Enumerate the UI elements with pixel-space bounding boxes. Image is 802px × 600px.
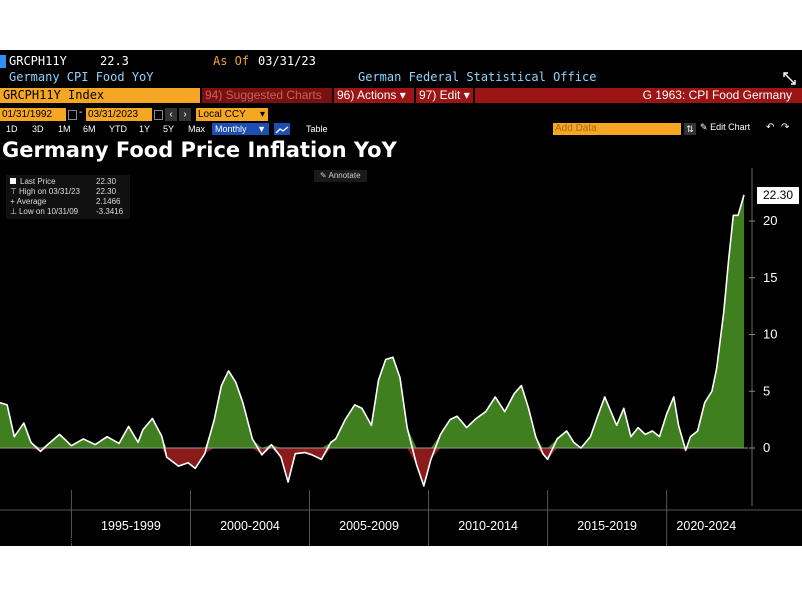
period-button-1m[interactable]: 1M bbox=[58, 124, 71, 134]
suggested-charts-button[interactable]: 94) Suggested Charts bbox=[202, 88, 332, 103]
legend-average-value: 2.1466 bbox=[96, 197, 121, 206]
actions-label: 96) Actions bbox=[337, 88, 397, 102]
x-axis-category-label: 2015-2019 bbox=[577, 519, 637, 533]
x-axis-category-label: 2020-2024 bbox=[676, 519, 736, 533]
ticker-symbol: GRCPH11Y bbox=[9, 54, 67, 68]
edit-chart-button[interactable]: ✎ Edit Chart bbox=[700, 122, 750, 133]
legend-average-label: Average bbox=[16, 197, 47, 206]
period-button-5y[interactable]: 5Y bbox=[163, 124, 175, 134]
legend-swatch bbox=[10, 178, 16, 184]
legend-last-price-value: 22.30 bbox=[96, 177, 117, 186]
frequency-select[interactable]: Monthly ▼ bbox=[212, 123, 269, 135]
currency-label: Local CCY bbox=[198, 109, 246, 120]
start-date-input[interactable]: 01/31/1992 bbox=[0, 108, 66, 121]
legend-high-value: 22.30 bbox=[96, 187, 117, 196]
currency-select[interactable]: Local CCY ▾ bbox=[196, 108, 268, 121]
x-axis-category-label: 2000-2004 bbox=[220, 519, 280, 533]
y-axis-tick-label: 10 bbox=[763, 327, 777, 342]
y-axis-tick-label: 20 bbox=[763, 213, 777, 228]
redo-icon[interactable]: ↷ bbox=[781, 122, 790, 133]
chevron-down-icon: ▾ bbox=[463, 88, 470, 102]
y-axis-tick-label: 0 bbox=[763, 440, 770, 455]
period-button-ytd[interactable]: YTD bbox=[109, 124, 127, 134]
y-axis-tick-label: 15 bbox=[763, 270, 777, 285]
edit-label: 97) Edit bbox=[419, 88, 461, 102]
legend-high-label: High on 03/31/23 bbox=[18, 187, 80, 196]
pencil-icon: ✎ bbox=[700, 122, 708, 132]
period-button-1y[interactable]: 1Y bbox=[139, 124, 151, 134]
calendar-icon[interactable] bbox=[154, 110, 163, 120]
actions-menu-button[interactable]: 96) Actions ▾ bbox=[334, 88, 414, 103]
security-field[interactable]: GRCPH11Y Index bbox=[0, 88, 200, 103]
negative-area-fill bbox=[0, 448, 745, 486]
date-separator: - bbox=[79, 107, 83, 118]
annotate-button[interactable]: ✎ Annotate bbox=[314, 170, 367, 182]
high-marker-icon: ⊤ bbox=[10, 187, 17, 196]
source-footnote: Source: Destatis, Bloomberg bbox=[3, 535, 127, 545]
as-of-date: 03/31/23 bbox=[258, 54, 316, 68]
x-axis-category-label: 2005-2009 bbox=[339, 519, 399, 533]
pencil-icon: ✎ bbox=[320, 171, 329, 180]
period-button-1d[interactable]: 1D bbox=[6, 124, 18, 134]
series-description: Germany CPI Food YoY bbox=[9, 70, 154, 84]
legend-low-value: -3.3416 bbox=[96, 207, 124, 216]
chart-id-title: G 1963: CPI Food Germany bbox=[475, 88, 802, 103]
frequency-label: Monthly bbox=[215, 124, 247, 134]
chevron-down-icon: ▾ bbox=[399, 88, 406, 102]
ticker-color-marker bbox=[0, 55, 6, 68]
average-marker-icon: + bbox=[10, 197, 15, 206]
x-axis-category-label: 1995-1999 bbox=[101, 519, 161, 533]
as-of-label: As Of bbox=[213, 54, 250, 68]
table-button[interactable]: Table bbox=[306, 124, 328, 134]
series-line bbox=[0, 194, 745, 487]
line-chart-icon[interactable] bbox=[274, 123, 290, 135]
chart-plot-area: 0 5 10 15 20 1995-1999 2000-2004 2005-2009 2010-… bbox=[0, 168, 802, 546]
last-value: 22.3 bbox=[100, 54, 129, 68]
edit-menu-button[interactable]: 97) Edit ▾ bbox=[416, 88, 473, 103]
source-organization: German Federal Statistical Office bbox=[358, 70, 597, 84]
chart-title: Germany Food Price Inflation YoY bbox=[2, 138, 397, 162]
end-date-input[interactable]: 03/31/2023 bbox=[86, 108, 152, 121]
add-data-input[interactable]: Add Data bbox=[553, 123, 681, 135]
low-marker-icon: ⊥ bbox=[10, 207, 17, 216]
period-button-max[interactable]: Max bbox=[188, 124, 206, 134]
positive-area-fill bbox=[0, 194, 745, 448]
annotate-label: Annotate bbox=[328, 171, 361, 180]
undo-icon[interactable]: ↶ bbox=[766, 122, 775, 133]
bloomberg-terminal-panel: GRCPH11Y 22.3 As Of 03/31/23 Germany CPI… bbox=[0, 50, 802, 546]
y-axis-tick-label: 5 bbox=[763, 383, 770, 398]
calendar-icon[interactable] bbox=[68, 110, 77, 120]
last-value-tag: 22.30 bbox=[757, 187, 799, 204]
chevron-down-icon: ▾ bbox=[259, 109, 265, 120]
next-period-button[interactable]: › bbox=[179, 108, 191, 121]
period-button-6m[interactable]: 6M bbox=[83, 124, 96, 134]
period-button-3d[interactable]: 3D bbox=[32, 124, 44, 134]
expand-icon[interactable] bbox=[783, 72, 796, 85]
chart-legend: Last Price 22.30 ⊤ High on 03/31/23 22.30… bbox=[6, 175, 130, 219]
previous-period-button[interactable]: ‹ bbox=[165, 108, 177, 121]
chevron-down-icon: ▼ bbox=[257, 124, 266, 134]
edit-chart-label: Edit Chart bbox=[710, 122, 751, 132]
legend-low-label: Low on 10/31/09 bbox=[18, 207, 79, 216]
legend-last-price-label: Last Price bbox=[20, 177, 56, 186]
x-axis-category-label: 2010-2014 bbox=[458, 519, 518, 533]
sliders-icon[interactable]: ⇅ bbox=[684, 123, 696, 135]
